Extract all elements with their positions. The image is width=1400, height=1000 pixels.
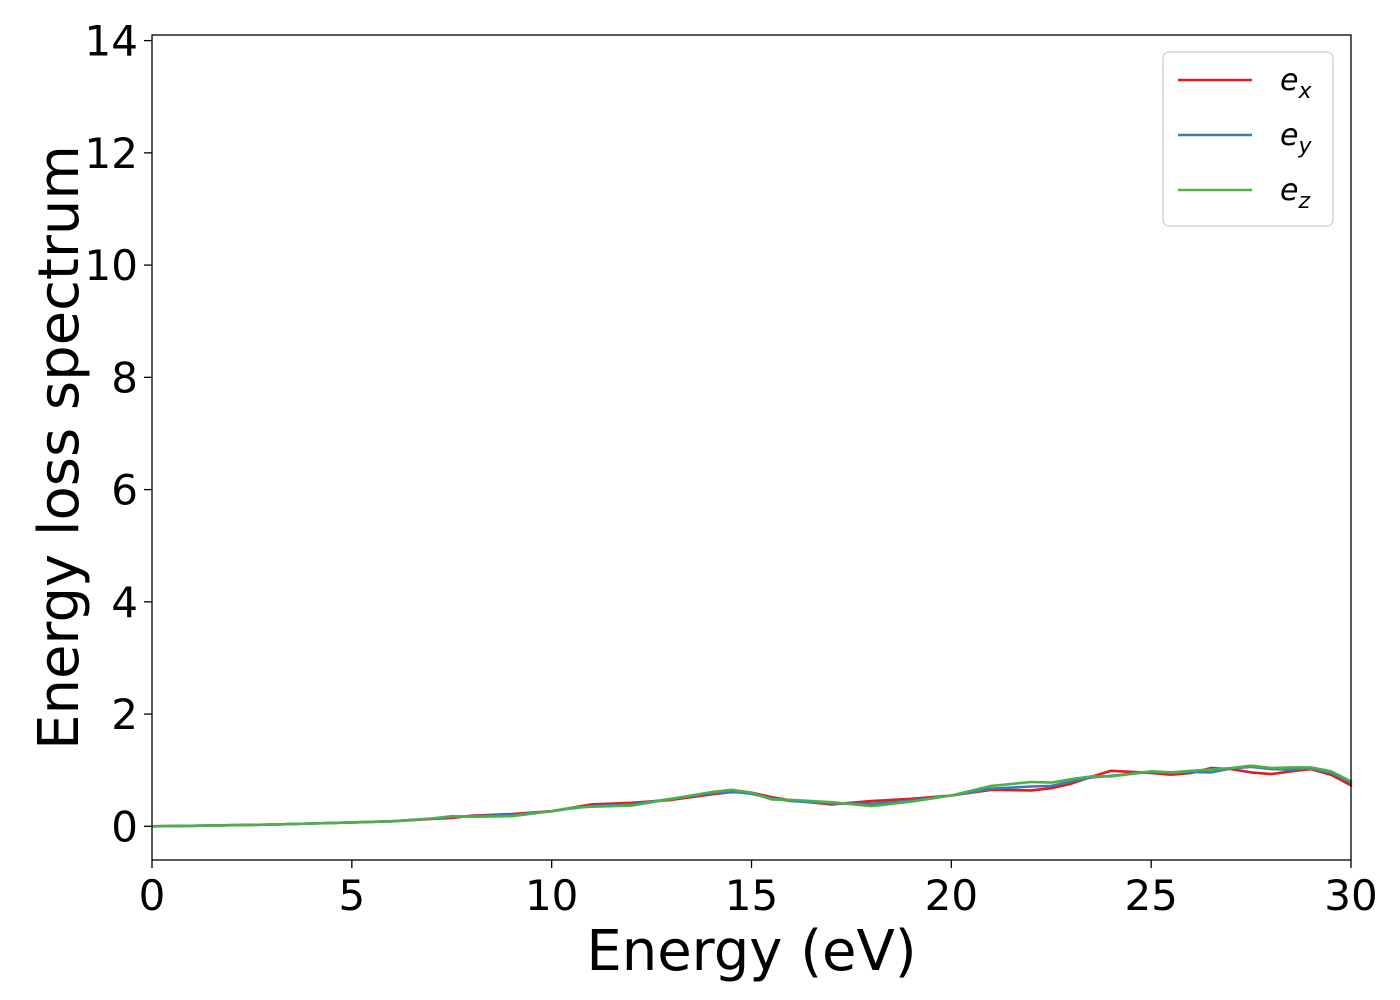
series-line-x bbox=[150, 766, 1353, 828]
series-line-z bbox=[150, 764, 1353, 828]
y-tick-label: 14 bbox=[85, 17, 138, 66]
y-tick-label: 0 bbox=[111, 802, 138, 851]
y-tick-label: 6 bbox=[111, 466, 138, 515]
y-axis: 0 2 4 6 8 10 12 14 bbox=[85, 17, 152, 851]
x-tick-label: 25 bbox=[1124, 871, 1177, 920]
x-tick-label: 0 bbox=[139, 871, 166, 920]
legend-label-x: ex bbox=[1280, 63, 1312, 104]
y-tick-label: 8 bbox=[111, 353, 138, 402]
y-tick-label: 12 bbox=[85, 129, 138, 178]
y-tick-label: 10 bbox=[85, 241, 138, 290]
x-tick-label: 15 bbox=[725, 871, 778, 920]
x-axis-title: Energy (eV) bbox=[586, 919, 916, 984]
y-tick-label: 2 bbox=[111, 690, 138, 739]
x-tick-label: 30 bbox=[1324, 871, 1377, 920]
x-axis: 0 5 10 15 20 25 30 bbox=[139, 860, 1378, 920]
legend-box bbox=[1162, 51, 1334, 227]
series-lines bbox=[150, 764, 1353, 828]
legend: ex ey ez bbox=[1162, 51, 1334, 227]
legend-items: ex ey ez bbox=[1178, 63, 1312, 214]
x-tick-label: 5 bbox=[338, 871, 365, 920]
legend-label-z: ez bbox=[1280, 173, 1310, 214]
x-tick-label: 20 bbox=[925, 871, 978, 920]
y-axis-title: Energy loss spectrum bbox=[27, 145, 92, 750]
x-tick-label: 10 bbox=[525, 871, 578, 920]
y-tick-label: 4 bbox=[111, 578, 138, 627]
legend-label-y: ey bbox=[1280, 118, 1312, 159]
